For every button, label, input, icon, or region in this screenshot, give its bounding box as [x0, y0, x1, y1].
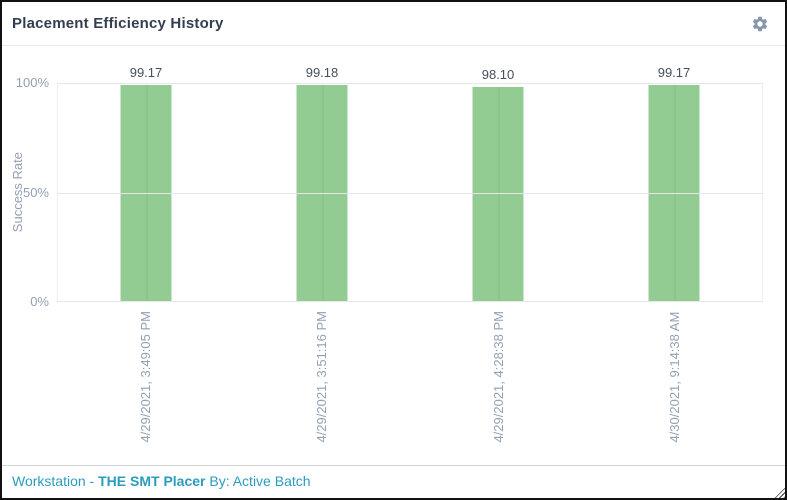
footer-suffix: By: Active Batch: [205, 473, 311, 489]
x-axis-label-text: 4/29/2021, 4:28:38 PM: [490, 311, 506, 443]
chart: Success Rate 0% 50% 100% 99.17 99.18 98.10 99…: [2, 46, 785, 464]
gridline: [57, 192, 763, 194]
bar-value-label: 99.17: [129, 64, 163, 80]
bar-value-label: 99.18: [305, 64, 339, 80]
footer-status-bar: Workstation - THE SMT Placer By: Active …: [2, 465, 785, 498]
widget-title: Placement Efficiency History: [12, 15, 224, 32]
gear-icon: [752, 16, 768, 31]
x-axis-label-text: 4/30/2021, 9:14:38 AM: [667, 311, 683, 443]
y-tick-label: 50%: [22, 184, 49, 200]
x-axis-label-text: 4/29/2021, 3:49:05 PM: [137, 311, 153, 443]
widget-header: Placement Efficiency History: [2, 2, 785, 46]
footer-prefix: Workstation -: [12, 473, 99, 489]
gridline: [57, 301, 763, 302]
gridline: [57, 83, 763, 84]
x-axis-label: 4/29/2021, 4:28:38 PM: [410, 302, 587, 443]
plot-area: 99.17 99.18 98.10 99.17: [57, 65, 763, 303]
settings-button[interactable]: [749, 13, 771, 35]
x-axis-label: 4/29/2021, 3:49:05 PM: [57, 302, 234, 443]
y-tick-label: 100%: [15, 75, 49, 90]
bar[interactable]: [472, 87, 524, 302]
x-axis-label-text: 4/29/2021, 3:51:16 PM: [314, 311, 330, 443]
x-axis-labels: 4/29/2021, 3:49:05 PM 4/29/2021, 3:51:16 …: [57, 302, 763, 443]
x-axis-label: 4/30/2021, 9:14:38 AM: [587, 302, 764, 443]
bar-group: 98.10: [410, 67, 586, 302]
x-axis-label: 4/29/2021, 3:51:16 PM: [234, 302, 411, 443]
footer-workstation-name: THE SMT Placer: [98, 473, 206, 489]
y-tick-label: 0%: [30, 294, 49, 309]
bar-value-label: 98.10: [481, 67, 515, 83]
bar-value-label: 99.17: [657, 64, 691, 80]
